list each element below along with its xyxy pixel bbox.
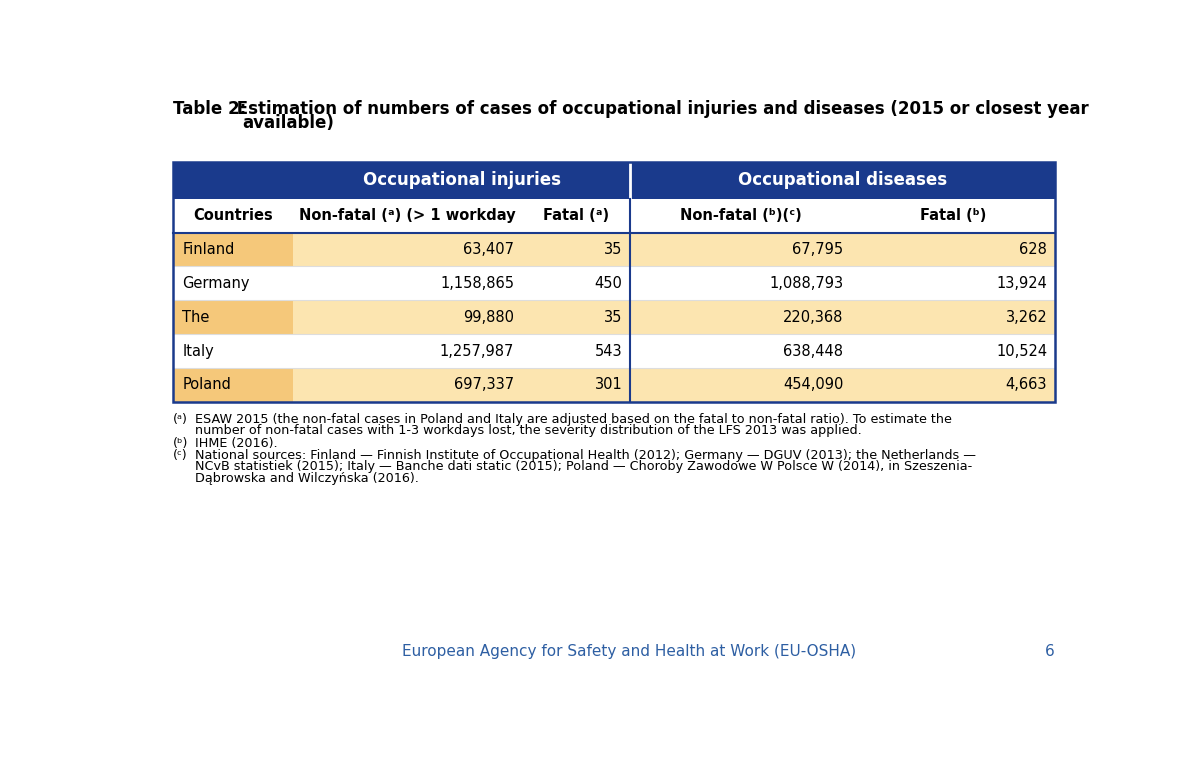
Text: Germany: Germany [182, 276, 250, 291]
Bar [294, 266, 1055, 301]
Text: Non-fatal (ᵇ)(ᶜ): Non-fatal (ᵇ)(ᶜ) [679, 208, 801, 223]
Text: (ᶜ): (ᶜ) [173, 449, 188, 463]
Text: 99,880: 99,880 [462, 310, 514, 325]
Text: Italy: Italy [182, 344, 214, 359]
Text: (ᵃ): (ᵃ) [173, 413, 188, 425]
Text: 35: 35 [604, 242, 623, 257]
Text: 10,524: 10,524 [996, 344, 1047, 359]
Text: Fatal (ᵇ): Fatal (ᵇ) [920, 208, 986, 223]
Text: Estimation of numbers of cases of occupational injuries and diseases (2015 or cl: Estimation of numbers of cases of occupa… [231, 100, 1089, 118]
Text: Finland: Finland [182, 242, 235, 257]
Bar [294, 368, 1055, 402]
Text: 1,088,793: 1,088,793 [769, 276, 843, 291]
Text: 454,090: 454,090 [783, 378, 843, 392]
Text: 35: 35 [604, 310, 623, 325]
Text: Non-fatal (ᵃ) (> 1 workday: Non-fatal (ᵃ) (> 1 workday [300, 208, 516, 223]
Text: Poland: Poland [182, 378, 231, 392]
Text: 67,795: 67,795 [792, 242, 843, 257]
Bar [173, 232, 294, 266]
Text: 3,262: 3,262 [1005, 310, 1047, 325]
Text: IHME (2016).: IHME (2016). [195, 437, 277, 450]
Text: National sources: Finland — Finnish Institute of Occupational Health (2012); Ger: National sources: Finland — Finnish Inst… [195, 449, 975, 463]
Bar [294, 334, 1055, 368]
Text: Dąbrowska and Wilczyńska (2016).: Dąbrowska and Wilczyńska (2016). [195, 472, 418, 484]
Text: Table 2:: Table 2: [173, 100, 252, 118]
Text: The: The [182, 310, 210, 325]
Bar [173, 301, 294, 334]
Bar [173, 162, 1055, 402]
Bar [294, 301, 1055, 334]
Text: 638,448: 638,448 [783, 344, 843, 359]
Bar [294, 232, 1055, 266]
Bar [173, 368, 294, 402]
Text: Occupational diseases: Occupational diseases [738, 171, 948, 189]
Text: ESAW 2015 (the non-fatal cases in Poland and Italy are adjusted based on the fat: ESAW 2015 (the non-fatal cases in Poland… [195, 413, 951, 425]
Text: number of non-fatal cases with 1-3 workdays lost, the severity distribution of t: number of non-fatal cases with 1-3 workd… [195, 424, 861, 437]
Text: 450: 450 [594, 276, 623, 291]
Text: Occupational injuries: Occupational injuries [363, 171, 561, 189]
Text: 543: 543 [595, 344, 623, 359]
Text: 4,663: 4,663 [1005, 378, 1047, 392]
Text: 13,924: 13,924 [997, 276, 1047, 291]
Text: 628: 628 [1019, 242, 1047, 257]
Bar [173, 198, 1055, 232]
Text: 301: 301 [594, 378, 623, 392]
Text: 63,407: 63,407 [462, 242, 514, 257]
Bar [173, 162, 1055, 198]
Text: European Agency for Safety and Health at Work (EU-OSHA): European Agency for Safety and Health at… [403, 643, 857, 659]
Text: available): available) [242, 114, 334, 132]
Text: 1,257,987: 1,257,987 [440, 344, 514, 359]
Text: (ᵇ): (ᵇ) [173, 437, 188, 450]
Text: 6: 6 [1045, 643, 1055, 659]
Text: Countries: Countries [193, 208, 273, 223]
Text: 220,368: 220,368 [783, 310, 843, 325]
Bar [173, 266, 294, 301]
Text: 697,337: 697,337 [454, 378, 514, 392]
Text: Fatal (ᵃ): Fatal (ᵃ) [543, 208, 609, 223]
Bar [173, 334, 294, 368]
Text: NCvB statistiek (2015); Italy — Banche dati static (2015); Poland — Choroby Zawo: NCvB statistiek (2015); Italy — Banche d… [195, 460, 972, 473]
Text: 1,158,865: 1,158,865 [440, 276, 514, 291]
